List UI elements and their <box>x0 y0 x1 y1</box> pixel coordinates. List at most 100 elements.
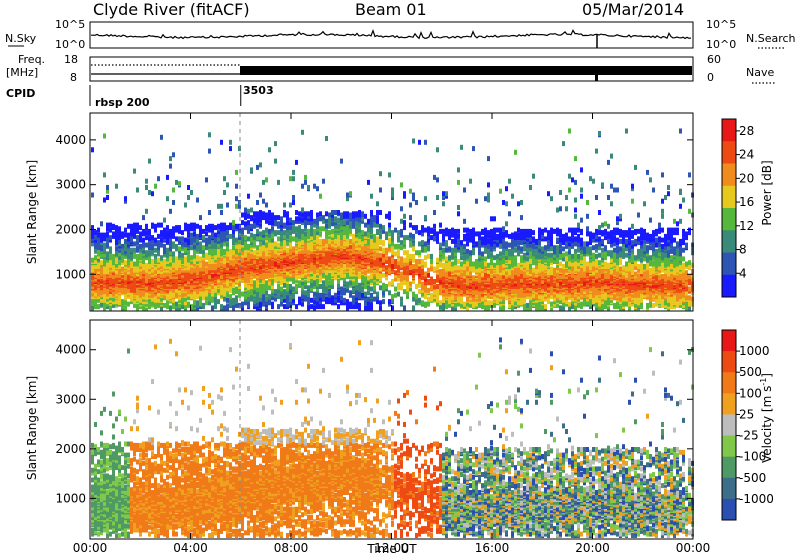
heatmap-cell <box>400 256 403 262</box>
heatmap-cell <box>451 238 454 244</box>
heatmap-cell <box>271 212 274 218</box>
heatmap-cell <box>166 259 169 264</box>
heatmap-cell <box>403 289 406 295</box>
heatmap-cell <box>403 275 406 281</box>
heatmap-cell <box>157 262 160 268</box>
heatmap-cell <box>160 237 163 243</box>
heatmap-cell <box>142 215 145 221</box>
heatmap-cell <box>160 296 163 302</box>
heatmap-cell <box>307 285 310 291</box>
heatmap-cell <box>304 174 307 180</box>
heatmap-cell <box>340 295 343 301</box>
heatmap-cell <box>184 300 187 306</box>
heatmap-cell <box>109 253 112 259</box>
heatmap-cell <box>190 232 193 238</box>
heatmap-cell <box>337 290 340 296</box>
heatmap-cell <box>313 228 316 234</box>
heatmap-cell <box>466 227 469 233</box>
heatmap-cell <box>232 232 235 238</box>
heatmap-cell <box>382 282 385 288</box>
heatmap-cell <box>94 299 97 305</box>
heatmap-cell <box>370 286 373 292</box>
heatmap-cell <box>337 304 340 310</box>
heatmap-cell <box>268 147 271 153</box>
heatmap-cell <box>106 255 109 261</box>
heatmap-cell <box>412 225 415 231</box>
heatmap-cell <box>106 188 109 194</box>
heatmap-cell <box>427 279 430 284</box>
heatmap-cell <box>325 238 328 244</box>
heatmap-cell <box>157 251 160 257</box>
heatmap-cell <box>433 210 436 215</box>
heatmap-cell <box>484 256 487 262</box>
heatmap-cell <box>319 211 322 217</box>
heatmap-cell <box>235 196 238 202</box>
heatmap-cell <box>175 292 178 298</box>
heatmap-cell <box>148 304 151 310</box>
heatmap-cell <box>154 247 157 253</box>
heatmap-cell <box>109 289 112 295</box>
heatmap-cell <box>169 256 172 262</box>
heatmap-cell <box>385 265 388 271</box>
heatmap-cell <box>211 257 214 263</box>
heatmap-cell <box>364 305 367 311</box>
heatmap-cell <box>331 221 334 227</box>
heatmap-cell <box>115 246 118 252</box>
heatmap-cell <box>181 236 184 242</box>
heatmap-cell <box>412 138 415 144</box>
heatmap-cell <box>235 223 238 229</box>
heatmap-cell <box>127 232 130 238</box>
heatmap-cell <box>217 287 220 293</box>
heatmap-cell <box>160 272 163 278</box>
heatmap-cell <box>103 245 106 251</box>
heatmap-cell <box>268 210 271 215</box>
heatmap-cell <box>214 287 217 293</box>
heatmap-cell <box>292 169 295 175</box>
heatmap-cell <box>121 289 124 295</box>
heatmap-cell <box>262 211 265 217</box>
heatmap-cell <box>355 226 358 232</box>
heatmap-cell <box>403 220 406 226</box>
heatmap-cell <box>301 212 304 218</box>
heatmap-cell <box>91 300 94 306</box>
heatmap-cell <box>346 225 349 231</box>
heatmap-cell <box>229 248 232 254</box>
heatmap-cell <box>244 235 247 241</box>
heatmap-cell <box>127 236 130 242</box>
heatmap-cell <box>181 304 184 310</box>
heatmap-cell <box>247 236 250 242</box>
heatmap-cell <box>481 236 484 242</box>
heatmap-cell <box>115 269 118 274</box>
heatmap-cell <box>265 202 268 208</box>
heatmap-cell <box>472 275 475 281</box>
heatmap-cell <box>352 243 355 249</box>
heatmap-cell <box>409 215 412 221</box>
heatmap-cell <box>385 213 388 219</box>
heatmap-cell <box>223 305 226 311</box>
heatmap-cell <box>223 296 226 302</box>
heatmap-cell <box>262 198 265 204</box>
heatmap-cell <box>235 289 238 295</box>
heatmap-cell <box>208 300 211 306</box>
heatmap-cell <box>118 260 121 266</box>
heatmap-cell <box>172 255 175 261</box>
heatmap-cell <box>208 262 211 268</box>
heatmap-cell <box>232 220 235 226</box>
heatmap-cell <box>97 250 100 256</box>
heatmap-cell <box>220 245 223 251</box>
beam-title: Beam 01 <box>355 0 427 19</box>
heatmap-cell <box>151 222 154 228</box>
heatmap-cell <box>136 228 139 234</box>
heatmap-cell <box>379 187 382 193</box>
heatmap-cell <box>403 257 406 263</box>
heatmap-cell <box>94 267 97 273</box>
heatmap-cell <box>142 305 145 311</box>
heatmap-cell <box>292 225 295 231</box>
heatmap-cell <box>217 228 220 234</box>
heatmap-cell <box>412 253 415 259</box>
heatmap-cell <box>163 259 166 264</box>
heatmap-cell <box>391 294 394 300</box>
heatmap-cell <box>136 235 139 241</box>
heatmap-cell <box>277 294 280 300</box>
heatmap-cell <box>295 237 298 243</box>
